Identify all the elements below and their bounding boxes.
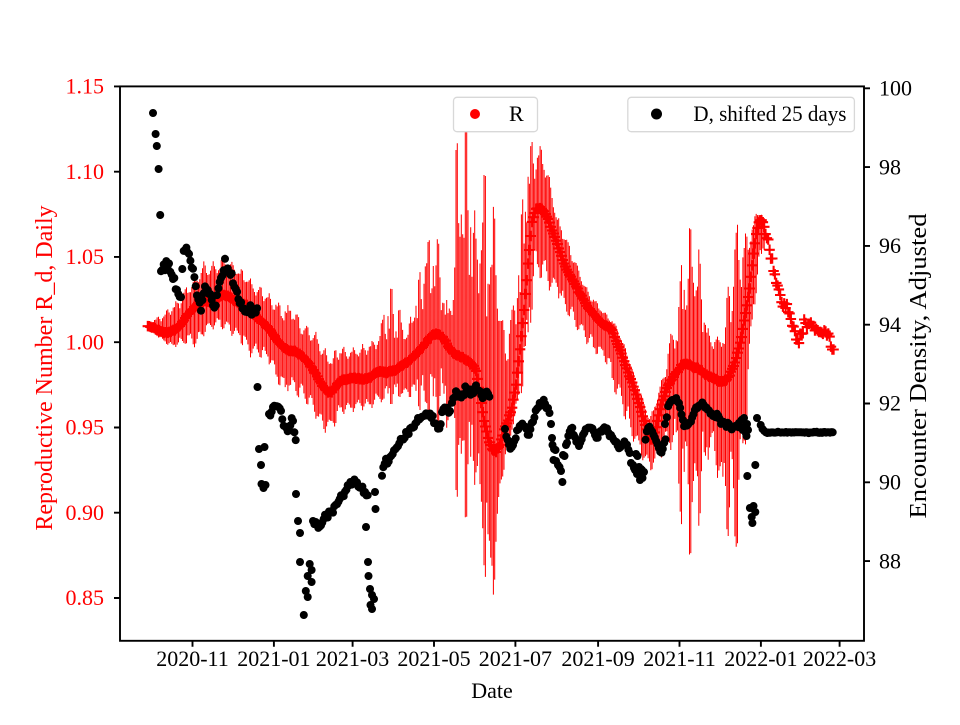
svg-text:90: 90 (879, 470, 901, 495)
svg-text:2021-11: 2021-11 (643, 646, 716, 671)
svg-text:94: 94 (879, 312, 901, 337)
svg-text:1.10: 1.10 (66, 159, 105, 184)
svg-text:Encounter Density, Adjusted: Encounter Density, Adjusted (906, 214, 932, 519)
svg-text:R: R (509, 101, 524, 126)
svg-text:Date: Date (471, 678, 513, 703)
svg-text:0.90: 0.90 (66, 500, 105, 525)
svg-text:1.00: 1.00 (66, 329, 105, 354)
svg-text:2021-01: 2021-01 (237, 646, 310, 671)
svg-text:100: 100 (879, 76, 912, 101)
svg-text:2021-07: 2021-07 (479, 646, 552, 671)
svg-text:88: 88 (879, 548, 901, 573)
svg-text:2022-01: 2022-01 (724, 646, 797, 671)
svg-text:0.85: 0.85 (66, 585, 105, 610)
svg-text:D, shifted 25 days: D, shifted 25 days (693, 101, 846, 126)
svg-text:98: 98 (879, 154, 901, 179)
svg-text:2020-11: 2020-11 (156, 646, 229, 671)
svg-text:96: 96 (879, 233, 901, 258)
svg-text:92: 92 (879, 391, 901, 416)
svg-text:1.05: 1.05 (66, 244, 105, 269)
svg-text:2021-09: 2021-09 (561, 646, 634, 671)
svg-text:Reproductive Number R_d, Daily: Reproductive Number R_d, Daily (32, 205, 58, 530)
svg-text:2021-03: 2021-03 (316, 646, 389, 671)
svg-text:2021-05: 2021-05 (397, 646, 470, 671)
svg-text:0.95: 0.95 (66, 415, 105, 440)
svg-text:2022-03: 2022-03 (803, 646, 876, 671)
svg-text:1.15: 1.15 (66, 74, 105, 99)
